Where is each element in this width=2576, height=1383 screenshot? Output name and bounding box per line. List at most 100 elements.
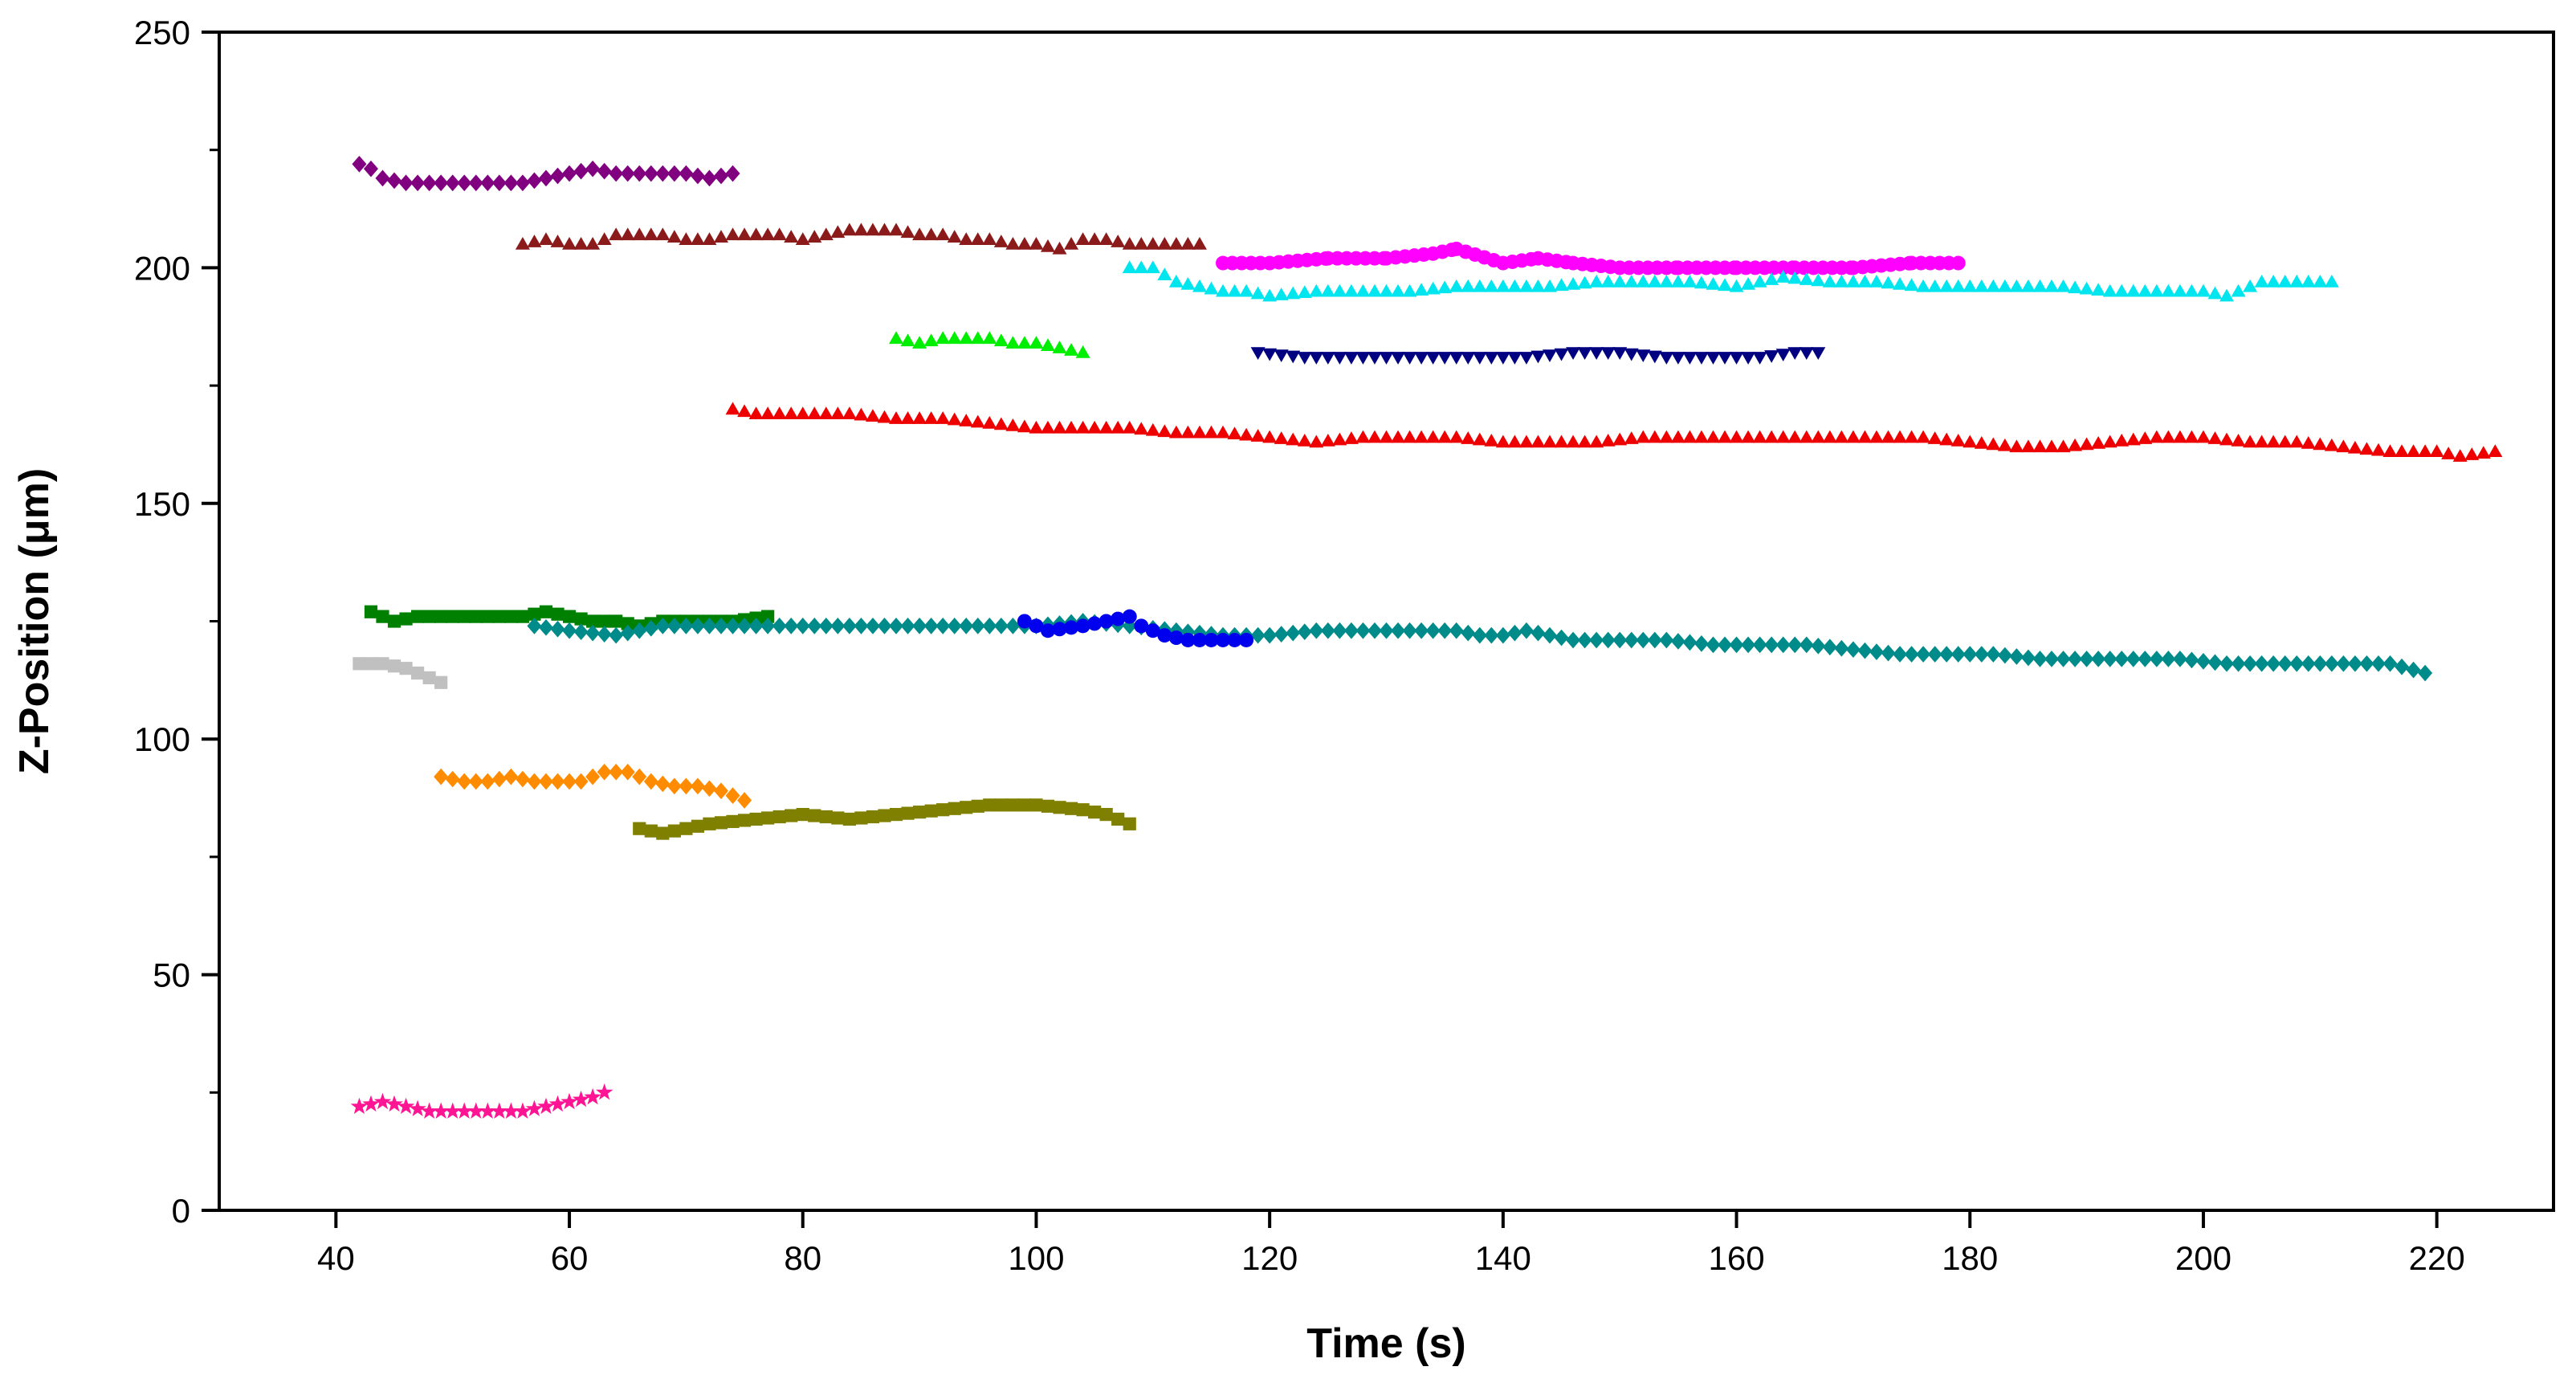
data-point: [923, 411, 939, 424]
data-point: [1367, 430, 1382, 443]
data-point: [527, 773, 542, 790]
data-point: [643, 773, 658, 790]
data-point: [1391, 430, 1406, 443]
data-point: [1227, 426, 1242, 439]
data-point: [2313, 275, 2328, 288]
data-point: [830, 406, 846, 420]
data-point: [666, 230, 682, 243]
data-point: [1402, 352, 1417, 365]
data-point: [562, 237, 577, 250]
data-point: [1822, 275, 1837, 288]
data-point: [1076, 803, 1090, 817]
data-point: [1542, 626, 1557, 644]
data-point: [2266, 275, 2281, 288]
data-point: [1986, 437, 2001, 451]
data-point: [1320, 622, 1335, 639]
data-point: [1589, 347, 1604, 361]
y-axis-title: Z-Position (μm): [11, 468, 58, 774]
data-point: [913, 806, 927, 819]
data-point: [1005, 237, 1021, 250]
data-point: [1670, 633, 1685, 650]
data-point: [1355, 352, 1371, 365]
series-dark-red: [515, 222, 1207, 255]
data-point: [2359, 442, 2374, 455]
data-point: [643, 619, 658, 637]
data-point: [2370, 443, 2386, 456]
data-point: [760, 227, 776, 241]
data-point: [737, 814, 752, 827]
series-blue: [1017, 609, 1254, 647]
data-point: [375, 169, 390, 187]
data-point: [690, 777, 705, 795]
data-point: [1577, 631, 1592, 649]
data-point: [1040, 420, 1055, 434]
data-point: [1507, 624, 1522, 642]
data-point: [1472, 626, 1487, 644]
data-point: [410, 666, 425, 680]
data-point: [1495, 352, 1510, 365]
data-point: [491, 174, 507, 192]
data-point: [1332, 284, 1347, 297]
data-point: [1706, 430, 1721, 443]
data-point: [409, 1099, 426, 1116]
data-point: [865, 409, 880, 422]
data-point: [2336, 655, 2351, 672]
data-point: [491, 1102, 508, 1119]
data-point: [982, 416, 997, 429]
data-point: [1566, 631, 1581, 649]
data-point: [1612, 432, 1628, 446]
data-point: [597, 763, 612, 781]
data-point: [1822, 430, 1837, 443]
data-point: [923, 618, 939, 634]
data-point: [1391, 352, 1406, 365]
data-point: [1274, 349, 1289, 362]
data-point: [889, 331, 904, 345]
data-point: [1600, 434, 1616, 447]
data-point: [983, 798, 997, 812]
data-point: [1320, 434, 1335, 447]
data-point: [1134, 237, 1149, 250]
data-point: [643, 165, 658, 182]
y-tick-label: 200: [134, 249, 190, 287]
data-point: [2172, 651, 2187, 667]
data-point: [562, 610, 577, 623]
data-point: [633, 822, 646, 835]
data-point: [947, 230, 962, 243]
data-point: [1624, 431, 1639, 444]
data-point: [1706, 352, 1721, 365]
data-point: [1600, 275, 1616, 288]
data-point: [2254, 655, 2269, 672]
data-point: [1542, 279, 1557, 292]
data-point: [2289, 434, 2305, 448]
data-point: [1495, 279, 1510, 292]
data-point: [737, 792, 752, 809]
data-point: [2068, 651, 2083, 667]
data-point: [1647, 350, 1662, 364]
data-point: [679, 232, 694, 245]
data-point: [2429, 444, 2444, 458]
data-point: [1647, 275, 1662, 288]
data-point: [1425, 281, 1441, 295]
data-point: [2370, 655, 2386, 672]
data-point: [1343, 431, 1359, 444]
data-point: [1881, 644, 1896, 662]
data-point: [1507, 352, 1522, 365]
data-point: [620, 165, 635, 182]
data-point: [703, 817, 716, 830]
data-point: [1624, 348, 1639, 361]
data-point: [1052, 341, 1067, 353]
data-point: [1916, 279, 1931, 292]
data-point: [2149, 284, 2164, 297]
data-point: [550, 167, 565, 185]
data-point: [2195, 430, 2211, 443]
data-point: [1904, 646, 1919, 663]
data-point: [2289, 275, 2305, 288]
data-point: [1647, 430, 1662, 443]
data-point: [585, 160, 601, 177]
data-point: [1168, 275, 1184, 288]
data-point: [550, 235, 565, 247]
data-point: [2172, 284, 2187, 297]
data-point: [1741, 352, 1756, 365]
data-point: [1145, 260, 1160, 274]
